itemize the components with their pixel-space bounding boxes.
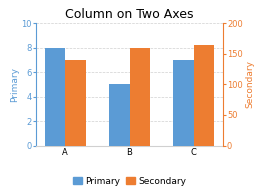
Bar: [109, 84, 130, 146]
Bar: [45, 48, 65, 146]
Bar: [130, 48, 150, 146]
Legend: Primary, Secondary: Primary, Secondary: [69, 173, 190, 190]
Title: Column on Two Axes: Column on Two Axes: [65, 8, 194, 21]
Bar: [194, 45, 214, 146]
Y-axis label: Primary: Primary: [10, 67, 19, 102]
Y-axis label: Secondary: Secondary: [246, 60, 254, 108]
Bar: [65, 60, 86, 146]
Bar: [173, 60, 194, 146]
